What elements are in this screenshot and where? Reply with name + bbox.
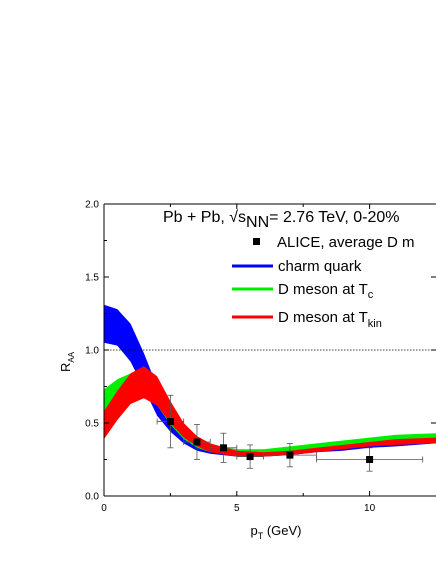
data-marker (193, 438, 201, 446)
x-tick-label: 0 (101, 503, 107, 514)
legend: ALICE, average D m charm quark D meson a… (232, 234, 415, 330)
x-tick-label: 5 (234, 503, 240, 514)
y-tick-label: 0.0 (85, 492, 99, 503)
y-tick-label: 1.5 (85, 273, 99, 284)
legend-label-charm-quark: charm quark (278, 258, 362, 275)
x-axis-label: pT (GeV) (250, 523, 301, 541)
model-bands (104, 304, 436, 457)
data-point-3 (236, 444, 264, 469)
y-tick-label: 1.0 (85, 346, 99, 357)
data-point-1 (183, 424, 211, 460)
data-marker (366, 456, 374, 463)
legend-label-d-meson-tkin: D meson at Tkin (278, 309, 382, 330)
chart-title: Pb + Pb, √sNN= 2.76 TeV, 0-20% (163, 209, 399, 231)
x-tick-label: 10 (364, 503, 376, 514)
data-marker (246, 453, 254, 461)
alice-data-points (156, 394, 424, 472)
data-point-5 (316, 447, 424, 472)
legend-label-alice: ALICE, average D m (277, 234, 415, 251)
legend-label-d-meson-tc: D meson at Tc (278, 281, 374, 301)
data-point-4 (262, 443, 317, 468)
y-tick-label: 0.5 (85, 419, 99, 430)
data-marker (220, 444, 228, 452)
y-axis-label: RAA (58, 351, 76, 372)
data-marker (286, 451, 294, 459)
data-marker (166, 418, 174, 426)
data-point-2 (209, 432, 238, 463)
band-series-2 (104, 366, 436, 457)
axes: 0.0 0.5 1.0 1.5 2.0 0 5 10 (85, 200, 436, 514)
legend-marker-alice (253, 238, 260, 245)
data-point-0 (156, 394, 185, 449)
y-tick-label: 2.0 (85, 200, 99, 211)
